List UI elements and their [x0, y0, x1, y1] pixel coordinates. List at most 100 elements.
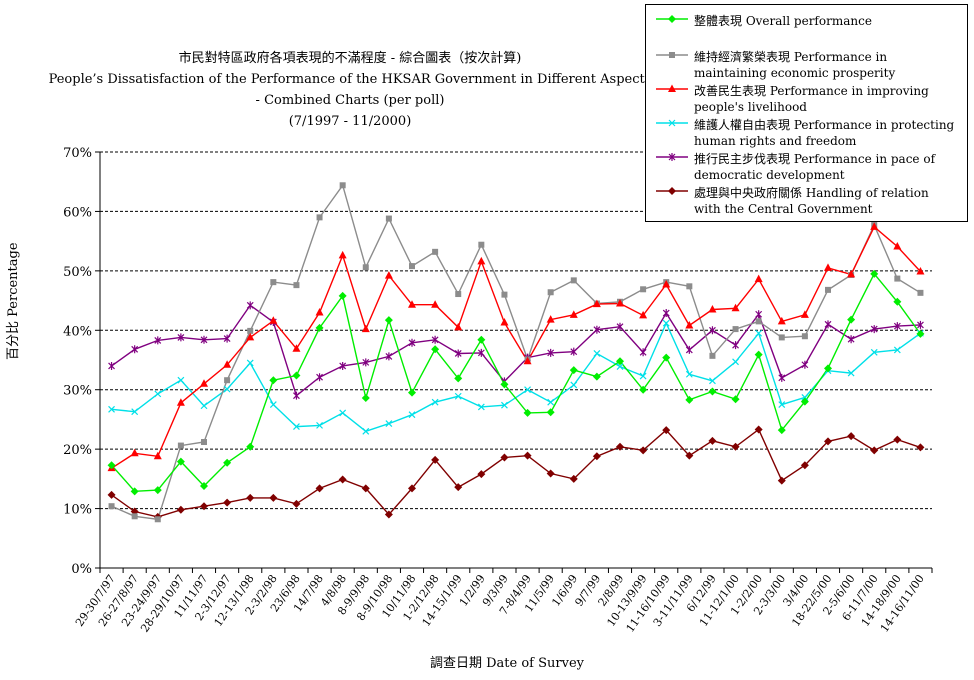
legend-swatch	[656, 153, 688, 161]
data-point	[639, 372, 647, 380]
data-point	[639, 446, 648, 455]
data-point	[385, 420, 393, 428]
legend-marker	[668, 119, 676, 127]
data-point	[361, 324, 370, 333]
data-point	[223, 385, 231, 393]
data-point	[754, 425, 763, 434]
data-point	[916, 329, 925, 338]
data-point	[338, 475, 347, 484]
data-point	[662, 426, 671, 435]
data-point	[547, 289, 554, 296]
data-point	[916, 266, 925, 275]
x-axis-tick-labels: 29-30/7/9726-27/8/9723-24/9/9728-29/10/9…	[73, 572, 927, 634]
legend-swatch	[656, 119, 688, 127]
data-point	[315, 484, 324, 493]
series-line	[111, 225, 921, 469]
data-point	[754, 274, 763, 283]
data-point	[200, 402, 208, 410]
data-point	[547, 398, 555, 406]
data-point	[108, 405, 115, 413]
legend-label-line2: people's livelihood	[694, 100, 807, 114]
y-axis-label: 百分比 Percentage	[6, 242, 21, 360]
data-point	[292, 499, 301, 508]
data-point	[754, 350, 763, 359]
data-point	[592, 299, 601, 308]
series-markers	[107, 182, 925, 523]
legend-swatch	[656, 52, 688, 58]
data-point	[639, 310, 648, 319]
data-point	[731, 395, 740, 404]
data-point	[432, 248, 439, 255]
legend-label-line1: 處理與中央政府關係 Handling of relation	[694, 186, 929, 200]
data-point	[709, 377, 716, 385]
series-line	[111, 272, 921, 493]
chart-subtitle: - Combined Charts (per poll)	[255, 93, 445, 108]
data-point	[246, 493, 255, 502]
data-point	[731, 303, 740, 312]
data-point	[362, 264, 369, 271]
data-point	[223, 458, 232, 467]
legend-label: 改善民生表現 Performance in improving people's …	[694, 83, 966, 115]
data-point	[708, 387, 717, 396]
data-point	[339, 361, 347, 370]
data-point	[639, 348, 647, 357]
data-point	[408, 388, 416, 397]
data-point	[778, 373, 786, 382]
data-point	[593, 350, 601, 357]
data-point	[569, 310, 578, 318]
data-point	[108, 503, 115, 510]
y-tick-label: 0%	[71, 562, 92, 577]
y-tick-label: 10%	[63, 503, 92, 518]
data-point	[870, 348, 878, 356]
data-point	[662, 353, 671, 362]
data-point	[500, 453, 509, 462]
y-tick-label: 60%	[63, 205, 92, 220]
data-point	[708, 304, 717, 313]
data-point	[200, 502, 208, 511]
data-point	[269, 493, 278, 502]
data-point	[801, 360, 809, 369]
data-point	[570, 347, 578, 356]
chart-legend: 整體表現 Overall performance 維持經濟繁榮表現 Perform…	[645, 4, 968, 222]
data-point	[477, 348, 485, 357]
data-point	[176, 505, 185, 514]
chart-title-chinese: 市民對特區政府各項表現的不滿程度 - 綜合圖表（按次計算)	[178, 51, 522, 66]
data-point	[847, 432, 856, 441]
y-tick-label: 30%	[63, 384, 92, 399]
chart-title: 市民對特區政府各項表現的不滿程度 - 綜合圖表（按次計算) People’s D…	[40, 48, 660, 132]
data-point	[662, 309, 670, 318]
data-point	[523, 451, 532, 460]
data-point	[824, 320, 832, 329]
legend-swatch	[656, 15, 688, 23]
data-point	[361, 394, 370, 403]
data-point	[732, 326, 739, 333]
data-point	[431, 455, 440, 464]
legend-label-line2: democratic development	[694, 168, 845, 182]
data-point	[454, 374, 463, 383]
data-point	[292, 371, 301, 380]
data-point	[824, 263, 832, 271]
data-point	[176, 398, 185, 406]
data-point	[801, 394, 809, 401]
legend-label-line1: 整體表現 Overall performance	[694, 14, 872, 28]
data-point	[107, 490, 116, 499]
legend-marker	[668, 153, 676, 161]
data-point	[847, 269, 856, 278]
legend-label-line1: 維持經濟繁榮表現 Performance in	[694, 50, 888, 64]
data-point	[755, 318, 762, 325]
data-point	[223, 334, 231, 343]
data-point	[431, 398, 439, 406]
chart-title-english: People’s Dissatisfaction of the Performa…	[48, 72, 652, 87]
data-point	[177, 333, 185, 342]
data-point	[154, 390, 162, 398]
data-point	[570, 381, 578, 389]
data-point	[431, 335, 439, 344]
data-point	[431, 300, 440, 308]
data-point	[893, 435, 902, 444]
series-line	[111, 183, 921, 521]
data-point	[108, 361, 115, 370]
data-point	[569, 366, 578, 375]
legend-label-line1: 改善民生表現 Performance in improving	[694, 84, 929, 98]
data-point	[500, 318, 509, 326]
